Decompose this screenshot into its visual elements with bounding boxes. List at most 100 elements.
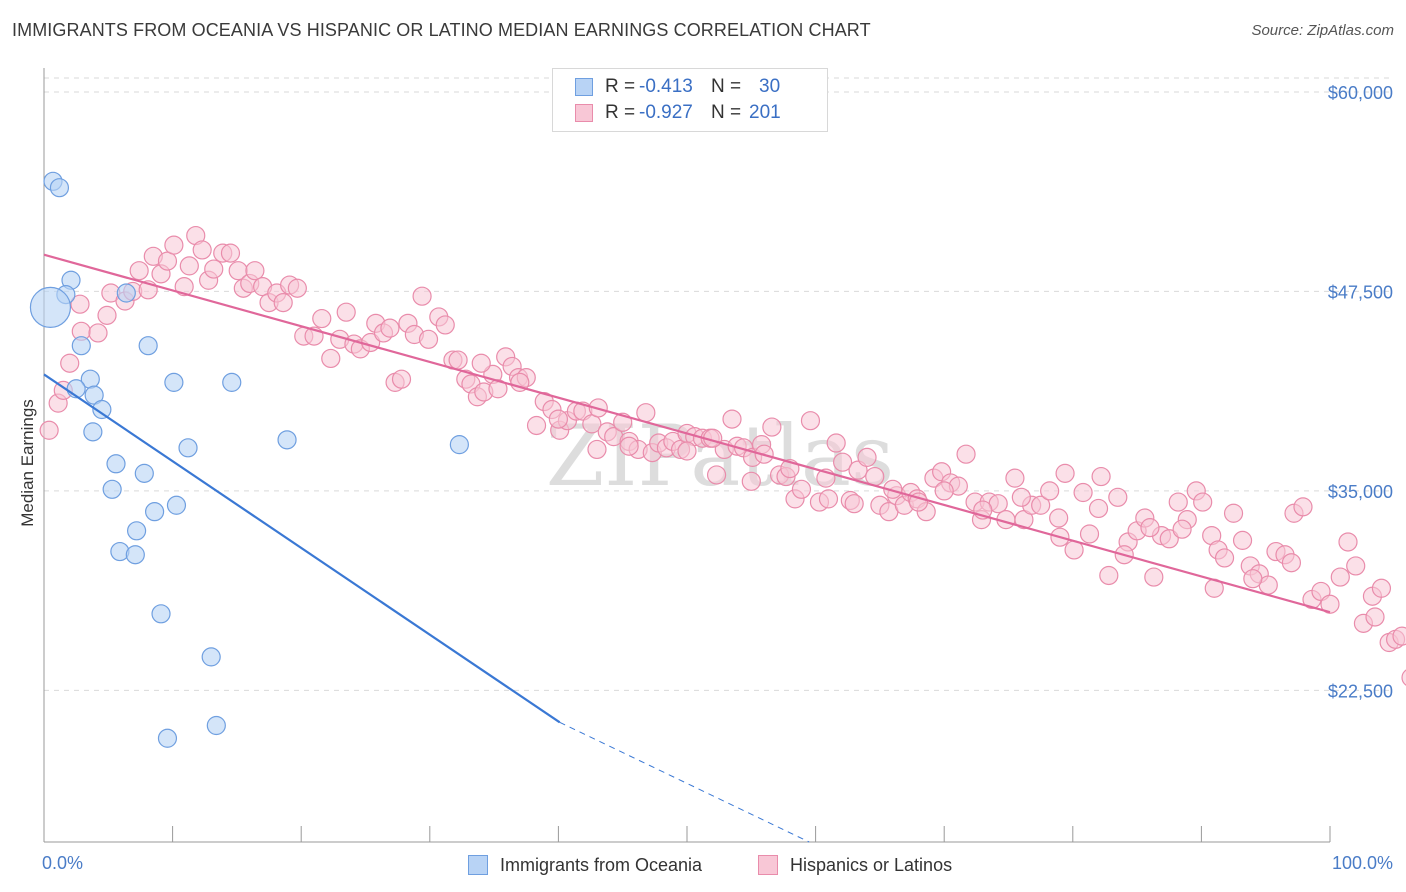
hispanic-point [1159, 529, 1179, 549]
hispanic-point [826, 433, 846, 453]
y-axis-title: Median Earnings [18, 399, 37, 527]
hispanic-point [1099, 565, 1119, 586]
y-tick-label: $22,500 [1328, 681, 1393, 701]
n-value: 30 [759, 76, 781, 97]
hispanic-point [97, 305, 117, 325]
oceania-point [83, 422, 103, 442]
hispanic-point [1243, 569, 1263, 589]
oceania-point [166, 495, 187, 515]
hispanic-point [157, 251, 178, 271]
hispanic-point [60, 353, 80, 373]
oceania-point [102, 479, 122, 499]
hispanic-point [1293, 497, 1313, 517]
oceania-point [144, 502, 165, 522]
oceania-trend-extension [559, 721, 810, 843]
y-tick-label: $35,000 [1328, 482, 1393, 502]
oceania-point [164, 372, 184, 392]
hispanic-point [471, 353, 491, 373]
oceania-swatch-icon [468, 855, 488, 875]
hispanic-point [70, 294, 90, 314]
hispanic-point [883, 479, 903, 499]
hispanic-point [548, 409, 569, 429]
hispanic-point [1049, 508, 1069, 528]
oceania-point [138, 336, 158, 356]
hispanic-point [1108, 487, 1128, 507]
hispanic-swatch-icon [758, 855, 778, 875]
oceania-point [157, 728, 178, 748]
oceania-point [29, 286, 72, 328]
hispanic-point [1330, 567, 1350, 587]
oceania-points [29, 171, 469, 748]
hispanic-point [791, 479, 812, 499]
axes [43, 68, 1331, 843]
hispanic-point [448, 350, 468, 370]
x-tick-label: 100.0% [1332, 853, 1393, 873]
hispanic-point [844, 494, 864, 514]
hispanic-point [526, 415, 547, 436]
r-label: R = [605, 76, 636, 97]
hispanic-point [312, 308, 332, 329]
hispanic-point [722, 409, 742, 429]
hispanic-point [192, 240, 212, 260]
hispanic-point [1055, 463, 1075, 483]
oceania-point [151, 604, 171, 624]
trend-lines [43, 253, 1331, 843]
x-tick-labels: 0.0% 100.0% [42, 853, 1393, 873]
stats-legend: R = -0.413 N = 30 R = -0.927 N = 201 [552, 68, 828, 132]
hispanic-point [412, 286, 432, 306]
hispanic-point [1346, 556, 1366, 576]
r-value: -0.927 [639, 102, 693, 123]
oceania-point [71, 336, 91, 356]
y-tick-label: $60,000 [1328, 83, 1393, 103]
hispanic-point [762, 417, 782, 437]
hispanic-point [1073, 482, 1093, 503]
hispanic-point [245, 261, 265, 281]
legend-item-oceania[interactable]: Immigrants from Oceania [468, 852, 702, 878]
grid-lines [44, 77, 1392, 691]
oceania-point [106, 454, 126, 474]
oceania-point [277, 430, 297, 450]
hispanic-point [1365, 607, 1385, 627]
hispanic-point [1144, 567, 1164, 587]
hispanic-point [706, 465, 727, 485]
oceania-point [134, 463, 154, 483]
hispanic-point [1193, 492, 1213, 512]
hispanic-point [587, 439, 607, 460]
hispanic-point [1011, 487, 1031, 507]
hispanic-point [818, 489, 839, 509]
hispanic-point [1371, 578, 1392, 598]
legend-item-hispanic[interactable]: Hispanics or Latinos [758, 852, 952, 878]
hispanic-point [1091, 466, 1111, 487]
chart-title: IMMIGRANTS FROM OCEANIA VS HISPANIC OR L… [12, 20, 871, 40]
hispanic-point [336, 302, 356, 322]
r-value: -0.413 [639, 76, 693, 97]
hispanic-point [273, 292, 293, 313]
hispanic-point [1401, 669, 1406, 686]
hispanic-point [1392, 626, 1406, 646]
hispanic-points [39, 225, 1406, 686]
source-label: Source: ZipAtlas.com [1251, 22, 1394, 39]
y-tick-label: $47,500 [1328, 282, 1393, 302]
hispanic-point [833, 452, 853, 472]
hispanic-point [619, 436, 639, 456]
hispanic-point [287, 278, 307, 298]
hispanic-point [1079, 524, 1100, 544]
hispanic-swatch-icon [575, 104, 593, 122]
oceania-point [449, 435, 469, 455]
r-label: R = [605, 102, 636, 123]
hispanic-point [1140, 518, 1160, 538]
hispanic-point [220, 243, 241, 263]
hispanic-point [1168, 492, 1188, 512]
hispanic-point [934, 481, 954, 501]
oceania-point [92, 399, 112, 420]
hispanic-point [39, 420, 59, 440]
hispanic-point [1223, 503, 1244, 523]
hispanic-point [418, 329, 439, 349]
hispanic-point [1040, 481, 1060, 501]
legend-label: Hispanics or Latinos [790, 854, 953, 875]
hispanic-point [1281, 553, 1302, 573]
hispanic-point [1031, 495, 1051, 515]
hispanic-point [1005, 468, 1025, 488]
hispanic-point [164, 235, 184, 255]
